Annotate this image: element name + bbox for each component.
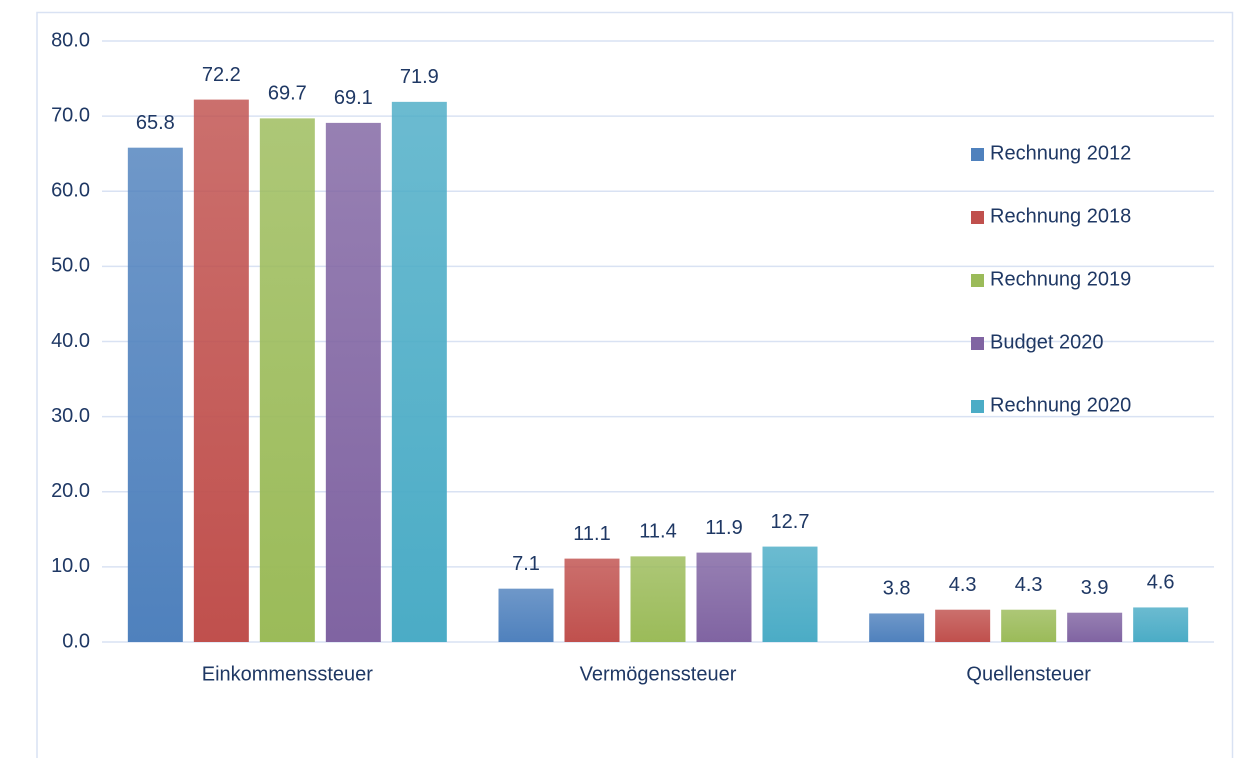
- bar: [127, 147, 183, 643]
- y-tick-label: 80.0: [51, 29, 90, 51]
- x-tick-label: Einkommenssteuer: [202, 663, 374, 685]
- data-label: 4.3: [949, 574, 977, 596]
- data-label: 69.1: [334, 87, 373, 109]
- legend-label: Budget 2020: [990, 331, 1103, 353]
- y-tick-label: 30.0: [51, 405, 90, 427]
- legend-label: Rechnung 2012: [990, 142, 1131, 164]
- bar: [193, 99, 249, 642]
- data-label: 11.1: [573, 523, 610, 545]
- data-label: 69.7: [268, 83, 307, 105]
- data-label: 72.2: [202, 64, 241, 86]
- bar: [935, 609, 991, 642]
- data-label: 4.6: [1147, 572, 1175, 594]
- x-tick-label: Vermögenssteuer: [580, 663, 737, 685]
- legend-label: Rechnung 2019: [990, 268, 1131, 290]
- legend-label: Rechnung 2018: [990, 205, 1131, 227]
- data-label: 7.1: [512, 553, 540, 575]
- bar: [869, 613, 925, 642]
- y-tick-label: 0.0: [62, 630, 90, 652]
- data-label: 65.8: [136, 112, 175, 134]
- legend-swatch: [971, 211, 984, 224]
- y-tick-label: 50.0: [51, 255, 90, 277]
- data-label: 12.7: [771, 511, 810, 533]
- data-label: 11.4: [639, 521, 676, 543]
- legend-swatch: [971, 274, 984, 287]
- y-tick-label: 20.0: [51, 480, 90, 502]
- bar: [1133, 607, 1189, 642]
- data-label: 4.3: [1015, 574, 1043, 596]
- bar: [762, 546, 818, 642]
- data-label: 3.8: [883, 578, 911, 600]
- y-tick-label: 70.0: [51, 104, 90, 126]
- bar: [498, 588, 554, 642]
- bar: [564, 558, 620, 642]
- bar: [391, 101, 447, 642]
- data-label: 71.9: [400, 66, 439, 88]
- legend-swatch: [971, 337, 984, 350]
- legend-label: Rechnung 2020: [990, 394, 1131, 416]
- bar: [325, 122, 381, 643]
- data-label: 3.9: [1081, 577, 1109, 599]
- legend-swatch: [971, 148, 984, 161]
- bar: [630, 556, 686, 642]
- y-tick-label: 10.0: [51, 555, 90, 577]
- chart-border: [36, 11, 1234, 758]
- bar: [696, 552, 752, 642]
- y-tick-label: 60.0: [51, 180, 90, 202]
- bar: [1001, 609, 1057, 642]
- x-tick-label: Quellensteuer: [966, 663, 1091, 685]
- y-tick-label: 40.0: [51, 330, 90, 352]
- bar: [1067, 612, 1123, 642]
- bar: [259, 118, 315, 642]
- legend-swatch: [971, 400, 984, 413]
- data-label: 11.9: [705, 517, 742, 539]
